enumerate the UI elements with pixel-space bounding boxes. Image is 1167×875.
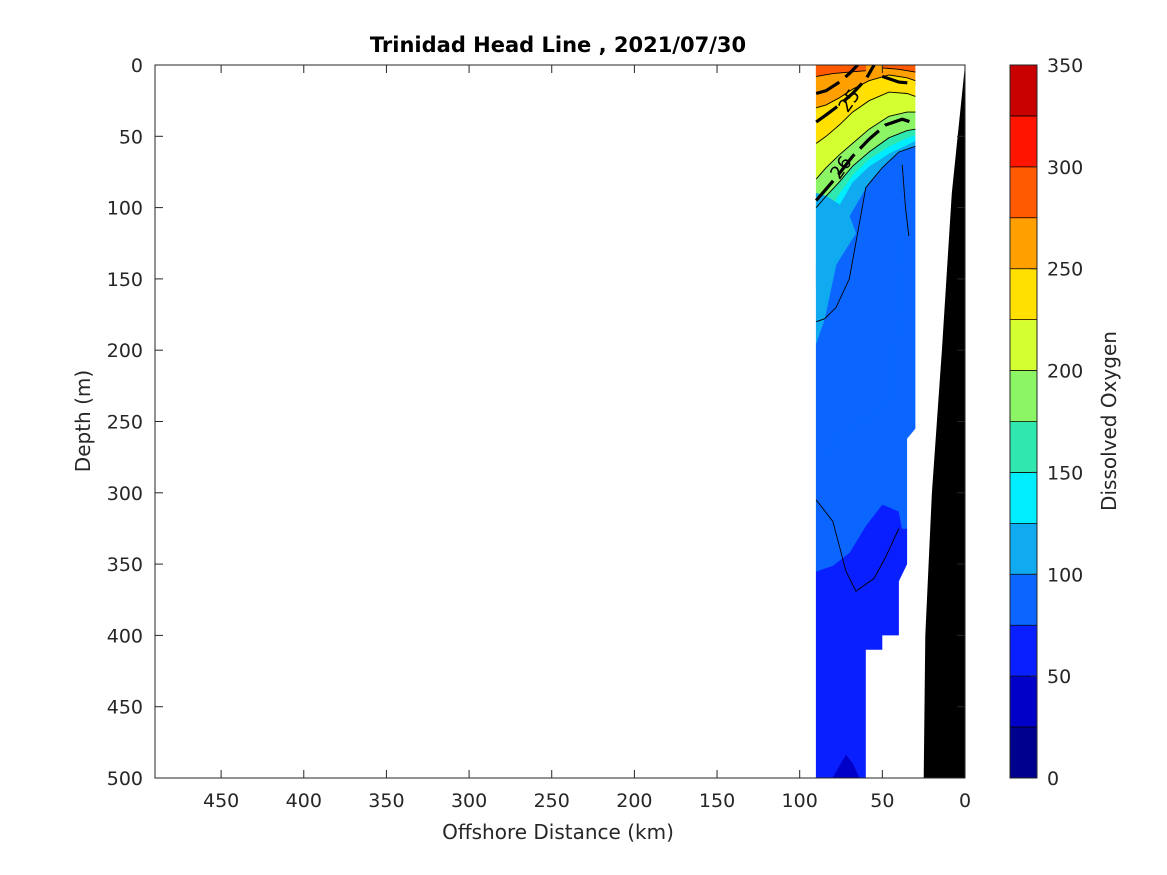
x-axis-label: Offshore Distance (km) bbox=[442, 820, 674, 844]
x-tick-label-5: 200 bbox=[616, 790, 652, 812]
y-tick-label-1: 50 bbox=[119, 126, 143, 148]
isopycnal-line-2 bbox=[814, 117, 916, 202]
contour-line-8 bbox=[882, 67, 916, 73]
x-tick-label-1: 400 bbox=[286, 790, 322, 812]
y-tick-label-8: 400 bbox=[107, 625, 143, 647]
colorbar-band-6 bbox=[1010, 421, 1037, 473]
colorbar-ticks: 0 50 100 150 200 250 300 350 bbox=[1031, 55, 1083, 790]
chart-title: Trinidad Head Line , 2021/07/30 bbox=[370, 33, 746, 57]
y-tick-labels: 0 50 100 150 200 250 300 350 400 450 500 bbox=[107, 55, 143, 790]
isopycnal-line-0 bbox=[815, 65, 876, 124]
x-tick-label-9: 0 bbox=[959, 790, 971, 812]
contour-line-7 bbox=[816, 70, 866, 77]
isopycnal-line-1 bbox=[815, 65, 859, 96]
contour-line-5 bbox=[815, 91, 916, 144]
colorbar: 0 50 100 150 200 250 300 350 Dissolved Oxygen bbox=[1009, 55, 1121, 790]
contour-line-3 bbox=[815, 128, 916, 208]
y-tick-label-0: 0 bbox=[131, 55, 143, 77]
no-data-mask-0 bbox=[865, 65, 926, 778]
bathymetry-layer bbox=[923, 65, 965, 778]
colorbar-tick-label-0: 0 bbox=[1047, 768, 1059, 790]
y-tick-label-2: 100 bbox=[107, 198, 143, 220]
x-tick-label-2: 350 bbox=[368, 790, 404, 812]
colorbar-band-11 bbox=[1010, 166, 1037, 219]
y-tick-label-4: 200 bbox=[107, 340, 143, 362]
contour-line-2 bbox=[901, 164, 910, 237]
colorbar-band-4 bbox=[1010, 523, 1037, 575]
colorbar-tick-label-1: 50 bbox=[1047, 666, 1071, 688]
colorbar-label: Dissolved Oxygen bbox=[1097, 331, 1121, 511]
colorbar-tick-label-4: 200 bbox=[1047, 361, 1083, 383]
colorbar-band-5 bbox=[1010, 472, 1037, 524]
contour-line-1 bbox=[815, 499, 900, 592]
colorbar-band-8 bbox=[1010, 319, 1037, 372]
isopycnal-line-3 bbox=[881, 74, 916, 86]
colorbar-band-7 bbox=[1010, 370, 1037, 422]
contour-line-0 bbox=[816, 145, 916, 323]
x-tick-label-8: 50 bbox=[870, 790, 894, 812]
x-tick-label-7: 100 bbox=[782, 790, 818, 812]
colorbar-band-1 bbox=[1010, 676, 1037, 728]
x-tick-label-3: 300 bbox=[451, 790, 487, 812]
contour-region-12 bbox=[832, 754, 860, 778]
plot-frame bbox=[154, 64, 966, 779]
colorbar-tick-label-3: 150 bbox=[1047, 462, 1083, 484]
y-tick-label-9: 450 bbox=[107, 697, 143, 719]
x-tick-label-4: 250 bbox=[534, 790, 570, 812]
colorbar-band-3 bbox=[1010, 574, 1037, 626]
colorbar-frame bbox=[1009, 64, 1038, 779]
colorbar-bands bbox=[1010, 65, 1037, 779]
colorbar-tick-label-5: 250 bbox=[1047, 259, 1083, 281]
bathymetry-shape bbox=[923, 65, 965, 778]
contour-line-4 bbox=[815, 111, 916, 180]
colorbar-band-2 bbox=[1010, 625, 1037, 677]
x-tick-label-0: 450 bbox=[203, 790, 239, 812]
no-data-mask-layer bbox=[865, 65, 926, 778]
colorbar-band-10 bbox=[1010, 217, 1037, 270]
x-tick-label-6: 150 bbox=[699, 790, 735, 812]
y-tick-label-6: 300 bbox=[107, 483, 143, 505]
colorbar-tick-label-6: 300 bbox=[1047, 157, 1083, 179]
y-tick-label-3: 150 bbox=[107, 269, 143, 291]
y-tick-label-10: 500 bbox=[107, 768, 143, 790]
y-axis-label: Depth (m) bbox=[71, 370, 95, 472]
colorbar-tick-label-2: 100 bbox=[1047, 564, 1083, 586]
y-tick-label-5: 250 bbox=[107, 412, 143, 434]
colorbar-band-12 bbox=[1010, 115, 1037, 168]
y-tick-label-7: 350 bbox=[107, 554, 143, 576]
colorbar-band-9 bbox=[1010, 268, 1037, 321]
x-tick-labels: 450 400 350 300 250 200 150 100 50 0 bbox=[203, 790, 971, 812]
colorbar-tick-label-7: 350 bbox=[1047, 55, 1083, 77]
colorbar-band-13 bbox=[1010, 65, 1037, 117]
colorbar-band-0 bbox=[1010, 727, 1037, 779]
